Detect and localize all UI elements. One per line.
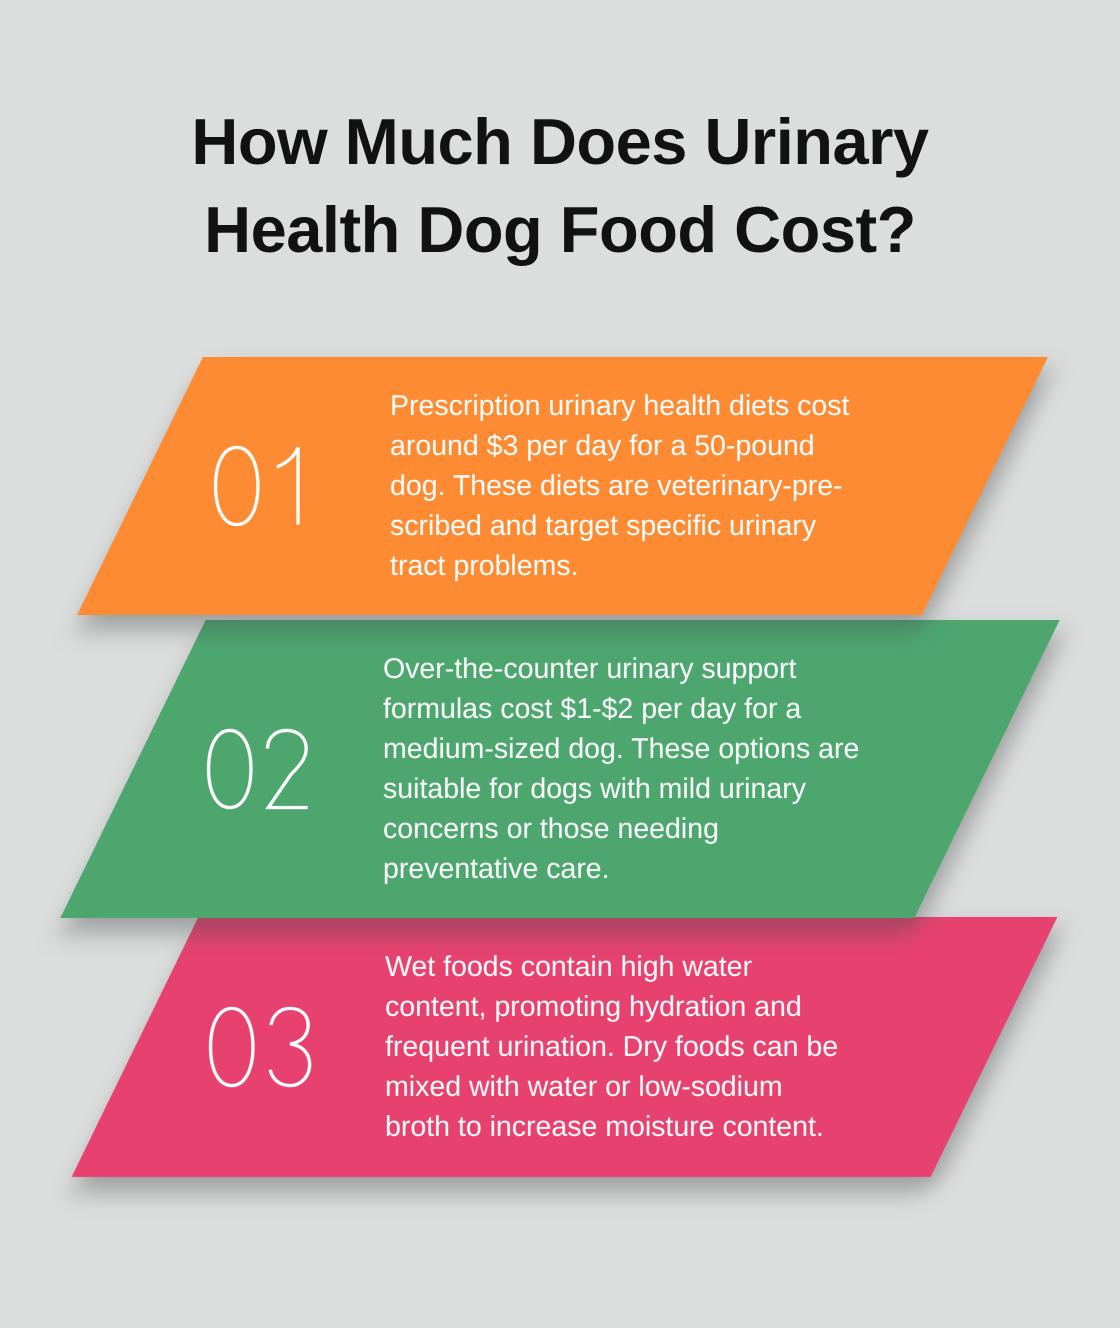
step-number: [140, 442, 390, 530]
step-text-line: frequent urination. Dry foods can be: [385, 1031, 839, 1063]
step-text-line: content, promoting hydration and: [385, 991, 802, 1023]
step-text-line: medium-sized dog. These options are: [383, 733, 860, 765]
step-number-digits: [206, 728, 308, 810]
step-text: Prescription urinary health diets cost ar…: [390, 386, 985, 586]
step-number-digits: [208, 1006, 311, 1088]
step-banner-content: Prescription urinary health diets cost ar…: [140, 357, 985, 615]
step-text: Wet foods contain high water content, pro…: [385, 947, 994, 1147]
step-number-digits: [213, 445, 300, 527]
step-text-line: formulas cost $1-$2 per day for a: [383, 693, 802, 725]
step-banner-content: Over-the-counter urinary support formulas…: [133, 620, 987, 918]
step-text-line: Prescription urinary health diets cost: [390, 390, 850, 422]
step-text-line: scribed and target specific urinary: [390, 510, 817, 542]
step-banner: Prescription urinary health diets cost ar…: [77, 357, 1048, 615]
step-number: [135, 1003, 385, 1091]
step-text-line: Wet foods contain high water: [385, 951, 753, 983]
step-number: [133, 725, 383, 813]
step-banner-content: Wet foods contain high water content, pro…: [135, 917, 994, 1177]
step-text-line: broth to increase moisture content.: [385, 1111, 824, 1143]
step-text-line: tract problems.: [390, 550, 579, 582]
step-text-line: Over-the-counter urinary support: [383, 653, 797, 685]
step-text-line: mixed with water or low-sodium: [385, 1071, 783, 1103]
page-title: How Much Does Urinary Health Dog Food Co…: [191, 105, 929, 266]
step-banner: Wet foods contain high water content, pro…: [71, 917, 1058, 1177]
step-banner: Over-the-counter urinary support formulas…: [60, 620, 1060, 918]
step-text: Over-the-counter urinary support formulas…: [383, 649, 987, 889]
step-text-line: dog. These diets are veterinary-pre-: [390, 470, 843, 502]
step-text-line: concerns or those needing: [383, 813, 719, 845]
step-text-line: suitable for dogs with mild urinary: [383, 773, 806, 805]
step-text-line: around $3 per day for a 50-pound: [390, 430, 815, 462]
step-text-line: preventative care.: [383, 853, 610, 885]
